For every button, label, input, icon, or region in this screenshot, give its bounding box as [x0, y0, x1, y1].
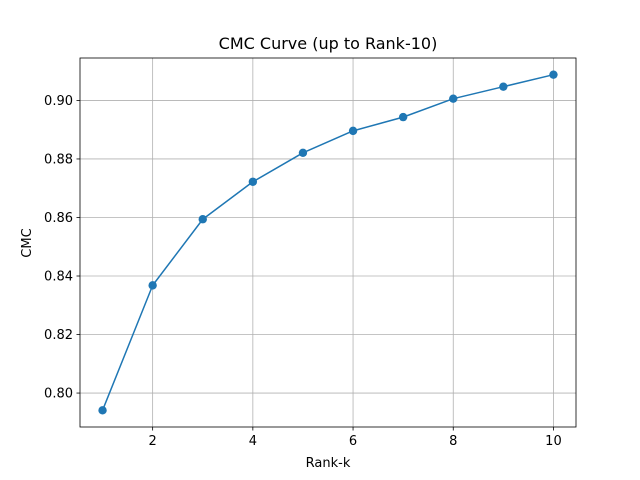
data-point: [449, 94, 458, 103]
x-tick-label: 4: [249, 434, 257, 449]
x-tick-label: 2: [149, 434, 157, 449]
data-point: [98, 406, 107, 415]
y-tick-label: 0.86: [44, 211, 73, 226]
y-tick-label: 0.80: [44, 387, 73, 402]
series-line: [101, 73, 554, 411]
chart-title: CMC Curve (up to Rank-10): [219, 34, 438, 53]
x-tick-label: 10: [545, 434, 562, 449]
data-point: [549, 70, 558, 79]
data-point: [198, 215, 207, 224]
x-tick-label: 8: [449, 434, 457, 449]
y-tick-label: 0.84: [44, 270, 73, 285]
plot-frame: [79, 57, 577, 428]
y-tick-label: 0.88: [44, 152, 73, 167]
x-tick-label: 6: [349, 434, 357, 449]
data-point: [148, 281, 157, 290]
data-point: [298, 148, 308, 158]
x-axis-label: Rank-k: [306, 456, 351, 471]
y-axis-label: CMC: [20, 228, 35, 257]
data-point: [398, 112, 408, 122]
data-point: [248, 177, 258, 186]
data-point: [348, 126, 358, 136]
x-axis-ticks: 2 4 6 8 10: [149, 427, 562, 449]
data-point: [499, 82, 508, 91]
grid: [80, 58, 576, 427]
series-layer: [98, 70, 558, 415]
plot-area: [80, 58, 576, 427]
y-tick-label: 0.90: [44, 94, 73, 109]
y-axis-ticks: 0.80 0.82 0.84 0.86 0.88 0.90: [44, 94, 80, 402]
y-tick-label: 0.82: [44, 328, 73, 343]
